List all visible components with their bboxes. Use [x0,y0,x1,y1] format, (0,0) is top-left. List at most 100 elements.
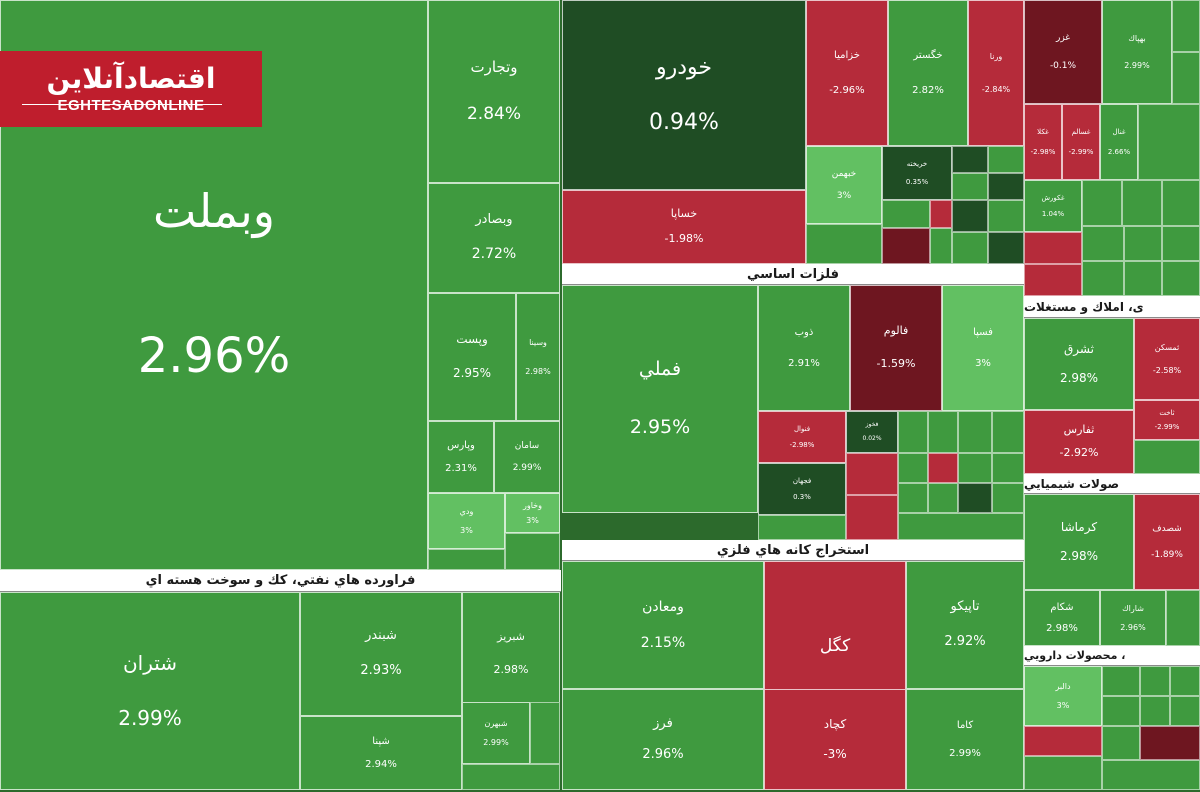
stock-tile-ghnab[interactable]: غنال 2.66% [1100,104,1138,180]
stock-tile-vpost[interactable]: وپست 2.95% [428,293,516,421]
stock-tile-fkhooz[interactable]: فخوز 0.02% [846,411,898,453]
small-stock-tile[interactable] [958,483,992,513]
small-stock-tile[interactable] [1122,180,1162,226]
stock-tile-vparsian[interactable]: وپارس 2.31% [428,421,494,493]
stock-tile-thsharq[interactable]: ثشرق 2.98% [1024,318,1134,410]
stock-tile-khodro[interactable]: خودرو 0.94% [562,0,806,190]
small-stock-tile[interactable] [992,453,1024,483]
small-stock-tile[interactable] [1166,590,1200,646]
small-stock-tile[interactable] [928,411,958,453]
stock-tile-fsepa[interactable]: فسپا 3% [942,285,1024,411]
small-stock-tile[interactable] [1140,696,1170,726]
small-stock-tile[interactable] [1124,261,1162,296]
small-stock-tile[interactable] [1024,264,1082,296]
stock-tile-ghakala[interactable]: غكلا -2.98% [1024,104,1062,180]
stock-tile-khgostar[interactable]: خگستر 2.82% [888,0,968,146]
stock-tile-kchad[interactable]: كچاد -3% [764,689,906,790]
stock-tile-vkhavar[interactable]: وخاور 3% [505,493,560,533]
small-stock-tile[interactable] [1024,232,1082,264]
stock-tile-shsabir[interactable]: شصدف -1.89% [1134,494,1200,590]
stock-tile-ghazar[interactable]: غزر -0.1% [1024,0,1102,104]
small-stock-tile[interactable] [898,513,1024,540]
stock-tile-bahman[interactable]: بهپاك 2.99% [1102,0,1172,104]
stock-tile-khzamia[interactable]: خزاميا -2.96% [806,0,888,146]
small-stock-tile[interactable] [988,173,1024,200]
small-stock-tile[interactable] [958,453,992,483]
stock-tile-vdey[interactable]: ودي 3% [428,493,505,549]
small-stock-tile[interactable] [846,495,898,540]
small-stock-tile[interactable] [898,453,928,483]
small-stock-tile[interactable] [992,483,1024,513]
small-stock-tile[interactable] [1102,666,1140,696]
small-stock-tile[interactable] [988,232,1024,264]
stock-tile-fjahan[interactable]: فجهان 0.3% [758,463,846,515]
small-stock-tile[interactable] [1102,696,1140,726]
small-stock-tile[interactable] [930,200,952,228]
small-stock-tile[interactable] [1172,52,1200,104]
small-stock-tile[interactable] [928,483,958,513]
small-stock-tile[interactable] [1134,440,1200,474]
stock-tile-samaan[interactable]: سامان 2.99% [494,421,560,493]
stock-tile-vranna[interactable]: ورنا -2.84% [968,0,1024,146]
small-stock-tile[interactable] [1162,261,1200,296]
stock-tile-tapico[interactable]: تاپيكو 2.92% [906,561,1024,689]
small-stock-tile[interactable] [1170,666,1200,696]
small-stock-tile[interactable] [758,515,846,540]
small-stock-tile[interactable] [1172,0,1200,52]
stock-tile-vbsader[interactable]: وبصادر 2.72% [428,183,560,293]
stock-tile-khsapa[interactable]: خساپا -1.98% [562,190,806,264]
small-stock-tile[interactable] [952,200,988,232]
small-stock-tile[interactable] [1024,726,1102,756]
stock-tile-shebandar[interactable]: شبندر 2.93% [300,592,462,716]
small-stock-tile[interactable] [1024,756,1102,790]
small-stock-tile[interactable] [1082,180,1122,226]
small-stock-tile[interactable] [1140,666,1170,696]
small-stock-tile[interactable] [992,411,1024,453]
small-stock-tile[interactable] [928,453,958,483]
small-stock-tile[interactable] [1102,726,1140,760]
small-stock-tile[interactable] [958,411,992,453]
stock-tile-vtejarat[interactable]: وتجارت 2.84% [428,0,560,183]
stock-tile-thmaskan[interactable]: ثمسكن -2.58% [1134,318,1200,400]
stock-tile-shkar[interactable]: شاراك 2.96% [1100,590,1166,646]
small-stock-tile[interactable] [882,228,930,264]
small-stock-tile[interactable] [898,483,928,513]
stock-tile-khrikhtgar[interactable]: خريخته 0.35% [882,146,952,200]
stock-tile-ghsalem[interactable]: غسالم -2.99% [1062,104,1100,180]
small-stock-tile[interactable] [1082,261,1124,296]
stock-tile-shkam[interactable]: شكام 2.98% [1024,590,1100,646]
stock-tile-tfars[interactable]: ثفارس -2.92% [1024,410,1134,474]
stock-tile-vmaaden[interactable]: ومعادن 2.15% [562,561,764,689]
stock-tile-far[interactable]: فرز 2.96% [562,689,764,790]
stock-tile-kama[interactable]: كاما 2.99% [906,689,1024,790]
small-stock-tile[interactable] [1124,226,1162,261]
small-stock-tile[interactable] [505,533,560,570]
small-stock-tile[interactable] [988,146,1024,173]
stock-tile-shetran[interactable]: شتران 2.99% [0,592,300,790]
small-stock-tile[interactable] [1082,226,1124,261]
small-stock-tile[interactable] [462,764,560,790]
small-stock-tile[interactable] [530,702,560,764]
small-stock-tile[interactable] [988,200,1024,232]
small-stock-tile[interactable] [1102,760,1200,790]
stock-tile-ghakoorosh[interactable]: غكورش 1.04% [1024,180,1082,232]
stock-tile-thaash[interactable]: ثاخت -2.99% [1134,400,1200,440]
stock-tile-shebriz[interactable]: شبريز 2.98% [462,592,560,716]
stock-tile-shebehran[interactable]: شبهرن 2.99% [462,702,530,764]
small-stock-tile[interactable] [1170,696,1200,726]
stock-tile-karmasha[interactable]: كرماشا 2.98% [1024,494,1134,590]
small-stock-tile[interactable] [952,173,988,200]
small-stock-tile[interactable] [882,200,930,228]
small-stock-tile[interactable] [1162,226,1200,261]
small-stock-tile[interactable] [898,411,928,453]
stock-tile-fameli[interactable]: فملي 2.95% [562,285,758,513]
stock-tile-faloom[interactable]: فالوم -1.59% [850,285,942,411]
small-stock-tile[interactable] [1162,180,1200,226]
small-stock-tile[interactable] [846,453,898,495]
small-stock-tile[interactable] [428,549,505,570]
small-stock-tile[interactable] [1140,726,1200,760]
stock-tile-fnoor[interactable]: فنوال -2.98% [758,411,846,463]
stock-tile-shena[interactable]: شپنا 2.94% [300,716,462,790]
small-stock-tile[interactable] [1138,104,1200,180]
small-stock-tile[interactable] [952,146,988,173]
